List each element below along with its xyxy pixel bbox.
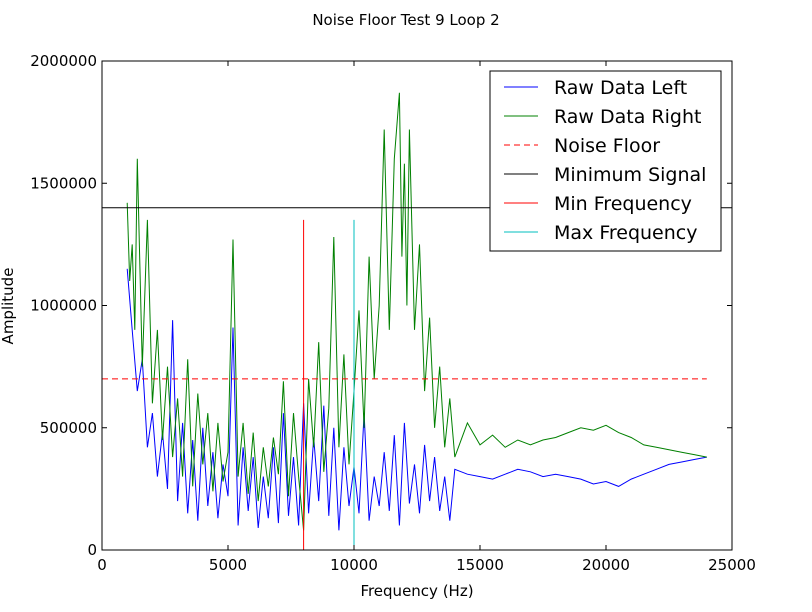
legend-box: [489, 70, 722, 252]
legend: Raw Data Left Raw Data Right Noise Floor Mi…: [489, 70, 722, 252]
y-tick-label: 2000000: [30, 52, 97, 70]
legend-label: Noise Floor: [554, 135, 660, 157]
x-axis-label: Frequency (Hz): [360, 582, 473, 600]
legend-items: Raw Data Left Raw Data Right Noise Floor Mi…: [504, 77, 706, 244]
legend-label: Minimum Signal: [554, 164, 706, 186]
y-tick-label: 0: [87, 541, 97, 559]
series-layer: [102, 92, 732, 550]
y-tick-label: 1500000: [30, 174, 97, 192]
legend-label: Max Frequency: [554, 222, 697, 244]
y-tick-label: 1000000: [30, 297, 97, 315]
x-tick-label: 10000: [330, 556, 378, 574]
series-line-raw-data-left: [126, 268, 707, 531]
y-axis-label: Amplitude: [0, 268, 17, 345]
series-line-raw-data-right: [126, 92, 707, 531]
legend-label: Raw Data Right: [554, 106, 701, 128]
x-tick-label: 20000: [582, 556, 630, 574]
x-tick-label: 15000: [456, 556, 504, 574]
legend-label: Min Frequency: [554, 193, 692, 215]
y-tick-label: 500000: [40, 419, 97, 437]
chart-title: Noise Floor Test 9 Loop 2: [312, 11, 499, 29]
x-tick-label: 25000: [708, 556, 756, 574]
ticks-layer: 0 5000 10000 15000 20000 25000 0 500000 1000000 1…: [30, 52, 756, 574]
x-tick-label: 0: [97, 556, 107, 574]
x-tick-label: 5000: [209, 556, 247, 574]
legend-label: Raw Data Left: [554, 77, 687, 99]
